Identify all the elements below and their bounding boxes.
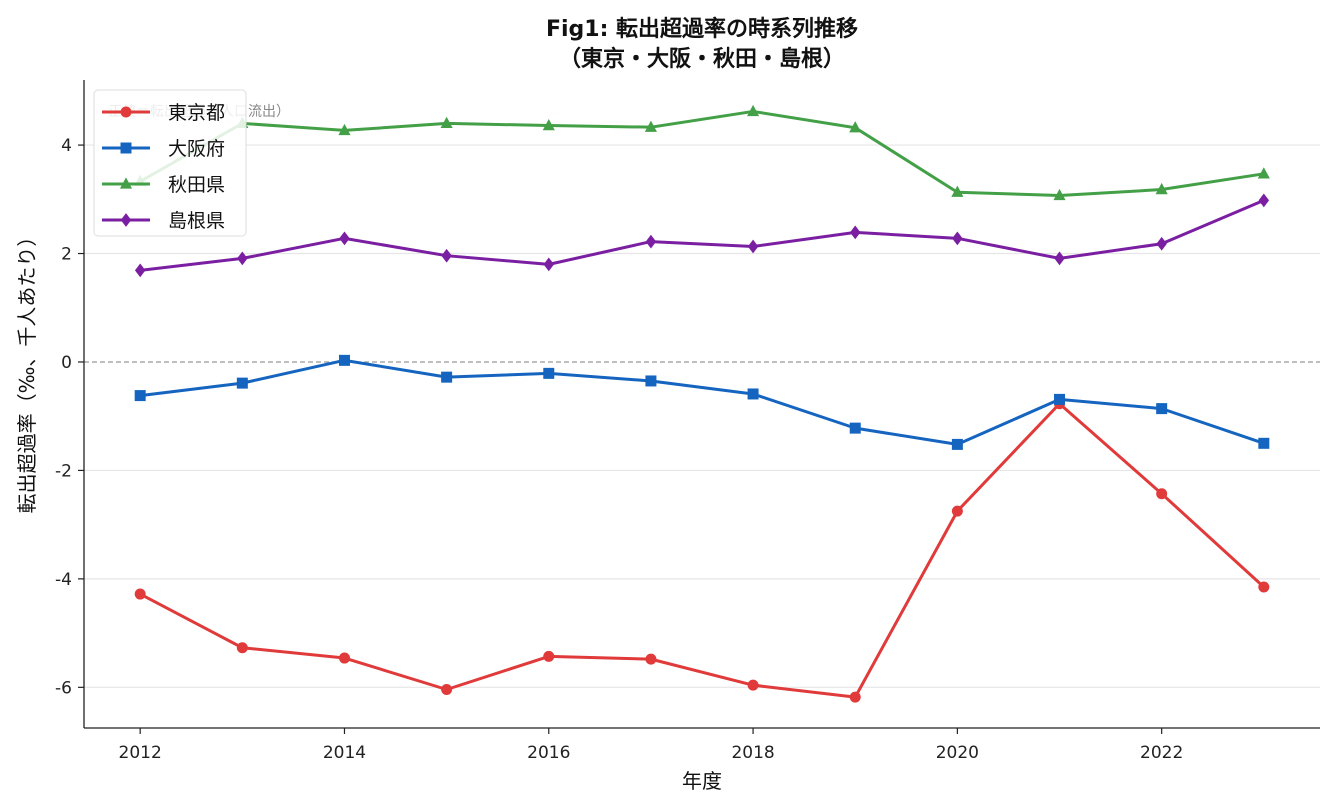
data-point	[236, 642, 248, 654]
chart-subtitle: （東京・大阪・秋田・島根）	[559, 46, 845, 72]
series-3	[134, 104, 1270, 201]
data-point	[849, 121, 862, 133]
data-point	[1156, 403, 1168, 415]
data-point	[849, 691, 861, 703]
data-point	[644, 120, 657, 132]
grid-lines	[84, 144, 1320, 688]
data-point	[542, 118, 555, 131]
data-point	[543, 367, 555, 379]
x-tick-label: 2022	[1140, 743, 1183, 763]
y-tick-label: -2	[55, 461, 72, 481]
data-point	[543, 257, 555, 272]
y-tick-label: 4	[61, 136, 72, 156]
legend-label: 大阪府	[168, 138, 225, 160]
axes	[83, 80, 1320, 729]
data-point	[134, 390, 146, 402]
data-point	[543, 650, 555, 662]
data-point	[1156, 236, 1167, 251]
data-point	[1258, 437, 1270, 449]
x-tick-label: 2020	[936, 743, 979, 763]
data-point	[1258, 581, 1270, 593]
data-point	[134, 588, 146, 600]
series-line	[140, 358, 1265, 446]
series-4	[134, 193, 1270, 278]
legend-marker	[120, 106, 132, 118]
y-axis-label: 転出超過率（‰、千人あたり）	[15, 227, 39, 514]
data-point	[747, 104, 760, 117]
data-point	[441, 683, 453, 695]
data-point	[236, 377, 248, 389]
data-point	[1054, 393, 1066, 405]
data-point	[747, 388, 759, 400]
x-tick-label: 2012	[119, 743, 162, 763]
legend-label: 秋田県	[168, 174, 225, 196]
data-point	[747, 239, 759, 254]
series-2	[134, 354, 1270, 450]
legend-label: 島根県	[168, 210, 225, 232]
data-point	[645, 653, 657, 665]
y-tick-label: 2	[61, 245, 72, 265]
data-point	[849, 225, 861, 240]
data-point	[338, 123, 351, 136]
data-point	[441, 371, 453, 383]
x-tick-label: 2014	[323, 743, 366, 763]
data-point	[441, 248, 452, 263]
series-line	[139, 109, 1265, 198]
legend-marker	[119, 177, 133, 189]
data-point	[951, 185, 964, 197]
data-point	[951, 505, 963, 517]
legend-marker	[120, 213, 132, 227]
y-tick-label: -4	[55, 570, 72, 590]
data-point	[338, 354, 350, 366]
legend-marker	[120, 142, 132, 154]
data-point	[339, 231, 350, 246]
x-axis-label: 年度	[682, 769, 722, 793]
data-point	[440, 116, 453, 129]
y-tick-label: -6	[55, 678, 72, 698]
data-point	[952, 231, 963, 246]
data-point	[645, 375, 657, 387]
series-line	[139, 402, 1265, 699]
data-point	[1053, 188, 1066, 201]
data-point	[1155, 182, 1168, 195]
data-point	[134, 263, 146, 278]
tick-labels: -6 -4 -2 0 2 4 2012 2014 2016 2018 2020 2022	[55, 136, 1183, 763]
data-point	[1054, 251, 1065, 266]
data-point	[951, 438, 963, 450]
legend-label: 東京都	[168, 102, 225, 124]
series-1	[134, 398, 1270, 703]
data-point	[338, 652, 350, 664]
series-layer	[134, 104, 1270, 703]
data-point	[1257, 167, 1270, 179]
data-point	[237, 251, 248, 266]
legend-box	[93, 89, 247, 237]
x-tick-label: 2016	[527, 743, 570, 763]
data-point	[849, 422, 861, 434]
x-tick-label: 2018	[731, 743, 774, 763]
series-line	[140, 199, 1265, 272]
chart-title: Fig1: 転出超過率の時系列推移	[546, 16, 858, 42]
data-point	[747, 679, 759, 691]
data-point	[645, 234, 657, 249]
data-point	[1258, 193, 1270, 208]
y-tick-label: 0	[61, 353, 72, 373]
data-point	[1156, 488, 1168, 500]
